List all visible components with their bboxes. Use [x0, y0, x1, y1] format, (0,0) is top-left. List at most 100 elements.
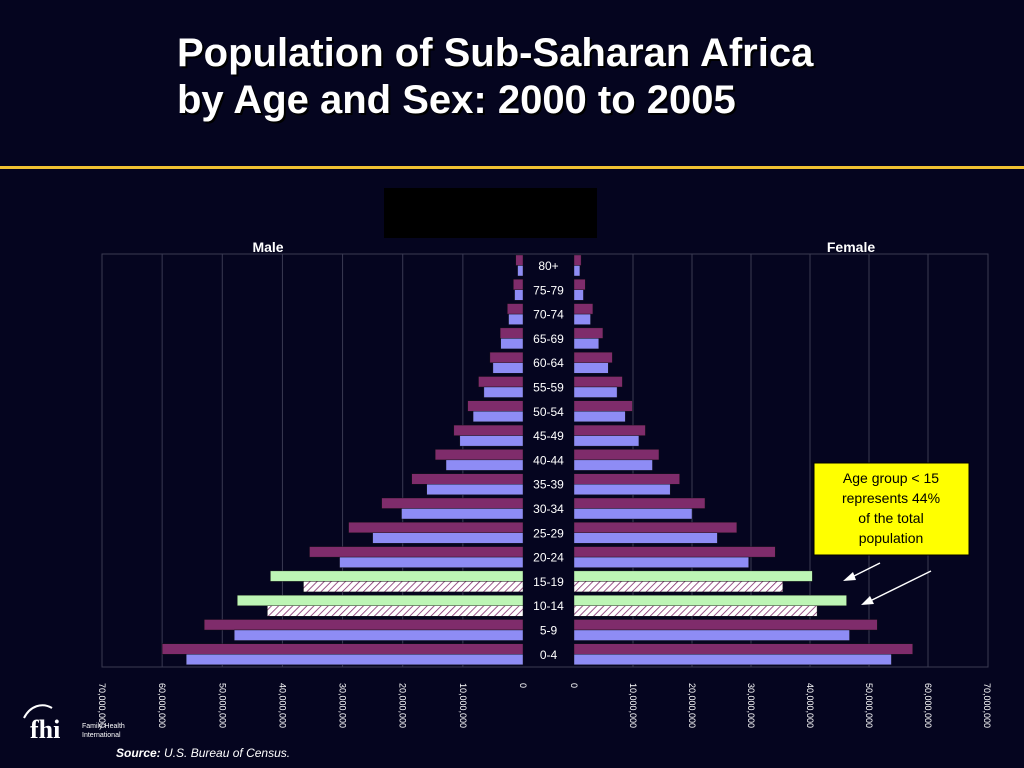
plot-area	[101, 253, 989, 668]
bar-female-2000	[573, 473, 680, 485]
bar-female-2005	[573, 411, 626, 422]
x-tick-label-female: 60,000,000	[923, 683, 933, 728]
age-label: 5-9	[540, 624, 558, 638]
x-tick-label-female: 0	[569, 683, 579, 688]
x-tick-label-female: 70,000,000	[982, 683, 992, 728]
bar-male-2000	[434, 449, 524, 461]
bar-female-2000	[573, 303, 594, 315]
bar-female-2005	[573, 556, 749, 568]
x-tick-label-male: 0	[518, 683, 528, 688]
bar-male-2005	[459, 435, 524, 447]
bar-male-2000	[270, 570, 524, 582]
age-label: 65-69	[533, 332, 564, 346]
age-labels: 80+ 75-79 70-74 65-69 60-64 55-59 50-54 45-49 40…	[533, 259, 564, 662]
page-title: Population of Sub-Saharan Africa by Age …	[177, 30, 977, 124]
source-text: U.S. Bureau of Census.	[164, 746, 291, 760]
bar-female-2000	[573, 619, 878, 631]
bar-female-2000	[573, 546, 776, 558]
x-tick-label-male: 60,000,000	[157, 683, 167, 728]
bar-female-2005	[573, 435, 640, 447]
bar-male-2005	[445, 459, 524, 471]
bar-male-2005	[267, 605, 524, 617]
age-label: 75-79	[533, 283, 564, 297]
bar-male-2005	[472, 411, 524, 422]
logo-name: Family Health International	[82, 722, 142, 740]
age-label: 60-64	[533, 356, 564, 370]
annotation-box	[813, 462, 970, 556]
bar-female-2000	[573, 376, 623, 388]
bar-male-2000	[204, 619, 524, 631]
bar-female-2005	[573, 508, 693, 520]
bar-male-2000	[381, 497, 524, 509]
bar-female-2000	[573, 595, 847, 606]
bar-male-2005	[303, 581, 524, 593]
bar-male-2005	[234, 629, 524, 641]
arrow-line-1	[849, 562, 881, 579]
age-label: 0-4	[540, 648, 558, 662]
bar-female-2000	[573, 522, 738, 533]
bar-female-2000	[573, 643, 913, 655]
age-label: 35-39	[533, 478, 564, 492]
bar-female-2000	[573, 400, 633, 412]
bar-male-2005	[514, 289, 524, 301]
x-tick-label-female: 30,000,000	[746, 683, 756, 728]
bar-male-2005	[483, 386, 524, 398]
x-tick-label-male: 70,000,000	[97, 683, 107, 728]
bar-female-2000	[573, 497, 706, 509]
bar-male-2000	[478, 376, 524, 388]
bar-male-2005	[492, 362, 524, 374]
age-label: 25-29	[533, 526, 564, 540]
bar-female-2000	[573, 279, 586, 290]
bar-male-2005	[517, 265, 524, 277]
bar-male-2000	[507, 303, 524, 315]
age-label: 40-44	[533, 453, 564, 467]
title-line-1: Population of Sub-Saharan Africa	[177, 31, 814, 75]
title-line-2: by Age and Sex: 2000 to 2005	[177, 78, 736, 122]
axis-ticks: 70,000,000 60,000,000 50,000,000 40,000,000…	[97, 683, 992, 728]
bar-male-2005	[185, 654, 524, 665]
bar-female-2005	[573, 386, 618, 398]
x-tick-label-female: 50,000,000	[864, 683, 874, 728]
bar-male-2005	[426, 484, 524, 495]
bar-female-2005	[573, 459, 653, 471]
title-divider	[0, 166, 1024, 169]
x-tick-label-male: 30,000,000	[338, 683, 348, 728]
age-label: 10-14	[533, 599, 564, 613]
fhi-logo: fhi	[20, 698, 130, 746]
x-tick-label-male: 10,000,000	[458, 683, 468, 728]
age-label: 15-19	[533, 575, 564, 589]
annotation-text: Age group < 15 represents 44% of the total…	[842, 470, 940, 546]
bar-female-2005	[573, 629, 850, 641]
bar-female-2005	[573, 265, 581, 277]
x-tick-label-female: 40,000,000	[805, 683, 815, 728]
arrowhead-2-icon	[861, 596, 874, 605]
x-tick-label-male: 20,000,000	[398, 683, 408, 728]
bar-male-2000	[489, 352, 524, 363]
bars	[161, 254, 913, 665]
source-note: Source: U.S. Bureau of Census.	[116, 746, 290, 760]
x-tick-label-female: 10,000,000	[628, 683, 638, 728]
x-tick-label-female: 20,000,000	[687, 683, 697, 728]
bar-female-2000	[573, 327, 604, 339]
bar-male-2000	[499, 327, 524, 339]
age-label: 50-54	[533, 405, 564, 419]
bar-male-2000	[453, 424, 524, 436]
x-tick-label-male: 40,000,000	[277, 683, 287, 728]
arrow-line-2	[867, 570, 932, 603]
bar-male-2005	[500, 338, 524, 350]
bar-male-2000	[411, 473, 524, 485]
bar-female-2005	[573, 362, 609, 374]
female-side-label: Female	[827, 239, 875, 255]
bar-female-2000	[573, 352, 613, 363]
bar-female-2005	[573, 581, 784, 593]
arrowhead-1-icon	[843, 572, 856, 581]
age-label: 80+	[538, 259, 558, 273]
bar-female-2005	[573, 654, 892, 665]
bar-male-2005	[339, 556, 524, 568]
age-label: 70-74	[533, 308, 564, 322]
bar-female-2005	[573, 313, 591, 325]
bar-female-2000	[573, 449, 660, 461]
bar-female-2005	[573, 532, 718, 544]
logo-name-line-1: Family Health	[82, 723, 125, 730]
bar-male-2005	[401, 508, 524, 520]
